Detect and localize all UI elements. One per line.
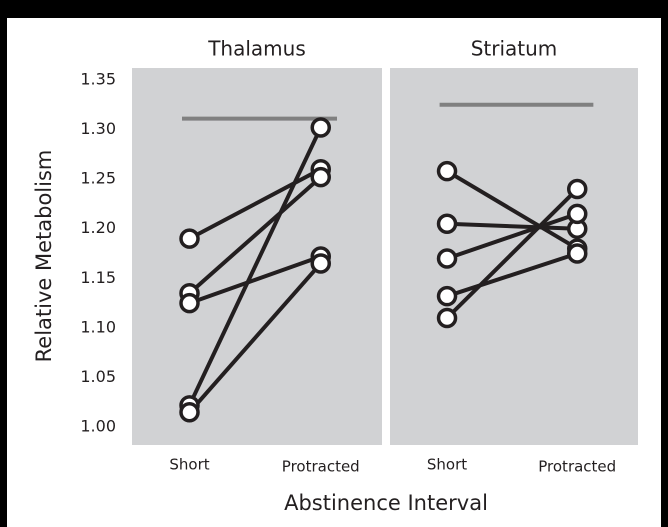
y-tick-label: 1.00 bbox=[80, 417, 116, 436]
subject-line bbox=[187, 126, 323, 407]
y-tick-label: 1.25 bbox=[80, 169, 116, 188]
subject-line bbox=[446, 221, 578, 231]
data-point bbox=[436, 160, 458, 182]
x-tick-label: Protracted bbox=[282, 458, 360, 476]
y-tick-label: 1.35 bbox=[80, 69, 116, 88]
data-point bbox=[436, 307, 458, 329]
data-point bbox=[179, 228, 200, 249]
y-tick-label: 1.15 bbox=[80, 268, 116, 287]
panel bbox=[132, 68, 382, 445]
subject-line bbox=[188, 262, 323, 414]
subject-line bbox=[188, 175, 323, 295]
data-point bbox=[436, 213, 458, 235]
subject-line bbox=[445, 187, 579, 320]
y-tick-label: 1.10 bbox=[80, 317, 116, 336]
subject-line bbox=[446, 211, 578, 261]
data-point bbox=[310, 117, 331, 138]
x-tick-label: Short bbox=[427, 456, 467, 474]
x-tick-label: Protracted bbox=[538, 458, 616, 476]
panel-title: Striatum bbox=[471, 37, 558, 61]
data-point bbox=[566, 243, 588, 264]
frame-right bbox=[661, 0, 668, 527]
y-axis-label: Relative Metabolism bbox=[32, 150, 56, 363]
subject-line bbox=[446, 169, 579, 251]
data-point bbox=[179, 292, 200, 314]
y-tick-label: 1.20 bbox=[80, 218, 116, 237]
data-point bbox=[310, 166, 331, 188]
data-point bbox=[566, 203, 588, 225]
frame-top bbox=[0, 0, 668, 18]
panel bbox=[390, 68, 638, 445]
data-point bbox=[179, 402, 200, 423]
panel-title: Thalamus bbox=[207, 37, 306, 61]
y-tick-label: 1.30 bbox=[80, 119, 116, 138]
data-point bbox=[566, 178, 588, 200]
y-tick-label: 1.05 bbox=[80, 367, 116, 386]
subject-line bbox=[446, 251, 578, 299]
x-tick-label: Short bbox=[169, 456, 209, 474]
data-point bbox=[436, 285, 458, 307]
data-point bbox=[310, 253, 331, 274]
subject-line bbox=[188, 254, 322, 306]
data-point bbox=[436, 248, 458, 269]
x-axis-label: Abstinence Interval bbox=[284, 491, 488, 515]
frame-left bbox=[0, 0, 7, 527]
subject-line bbox=[188, 167, 322, 241]
